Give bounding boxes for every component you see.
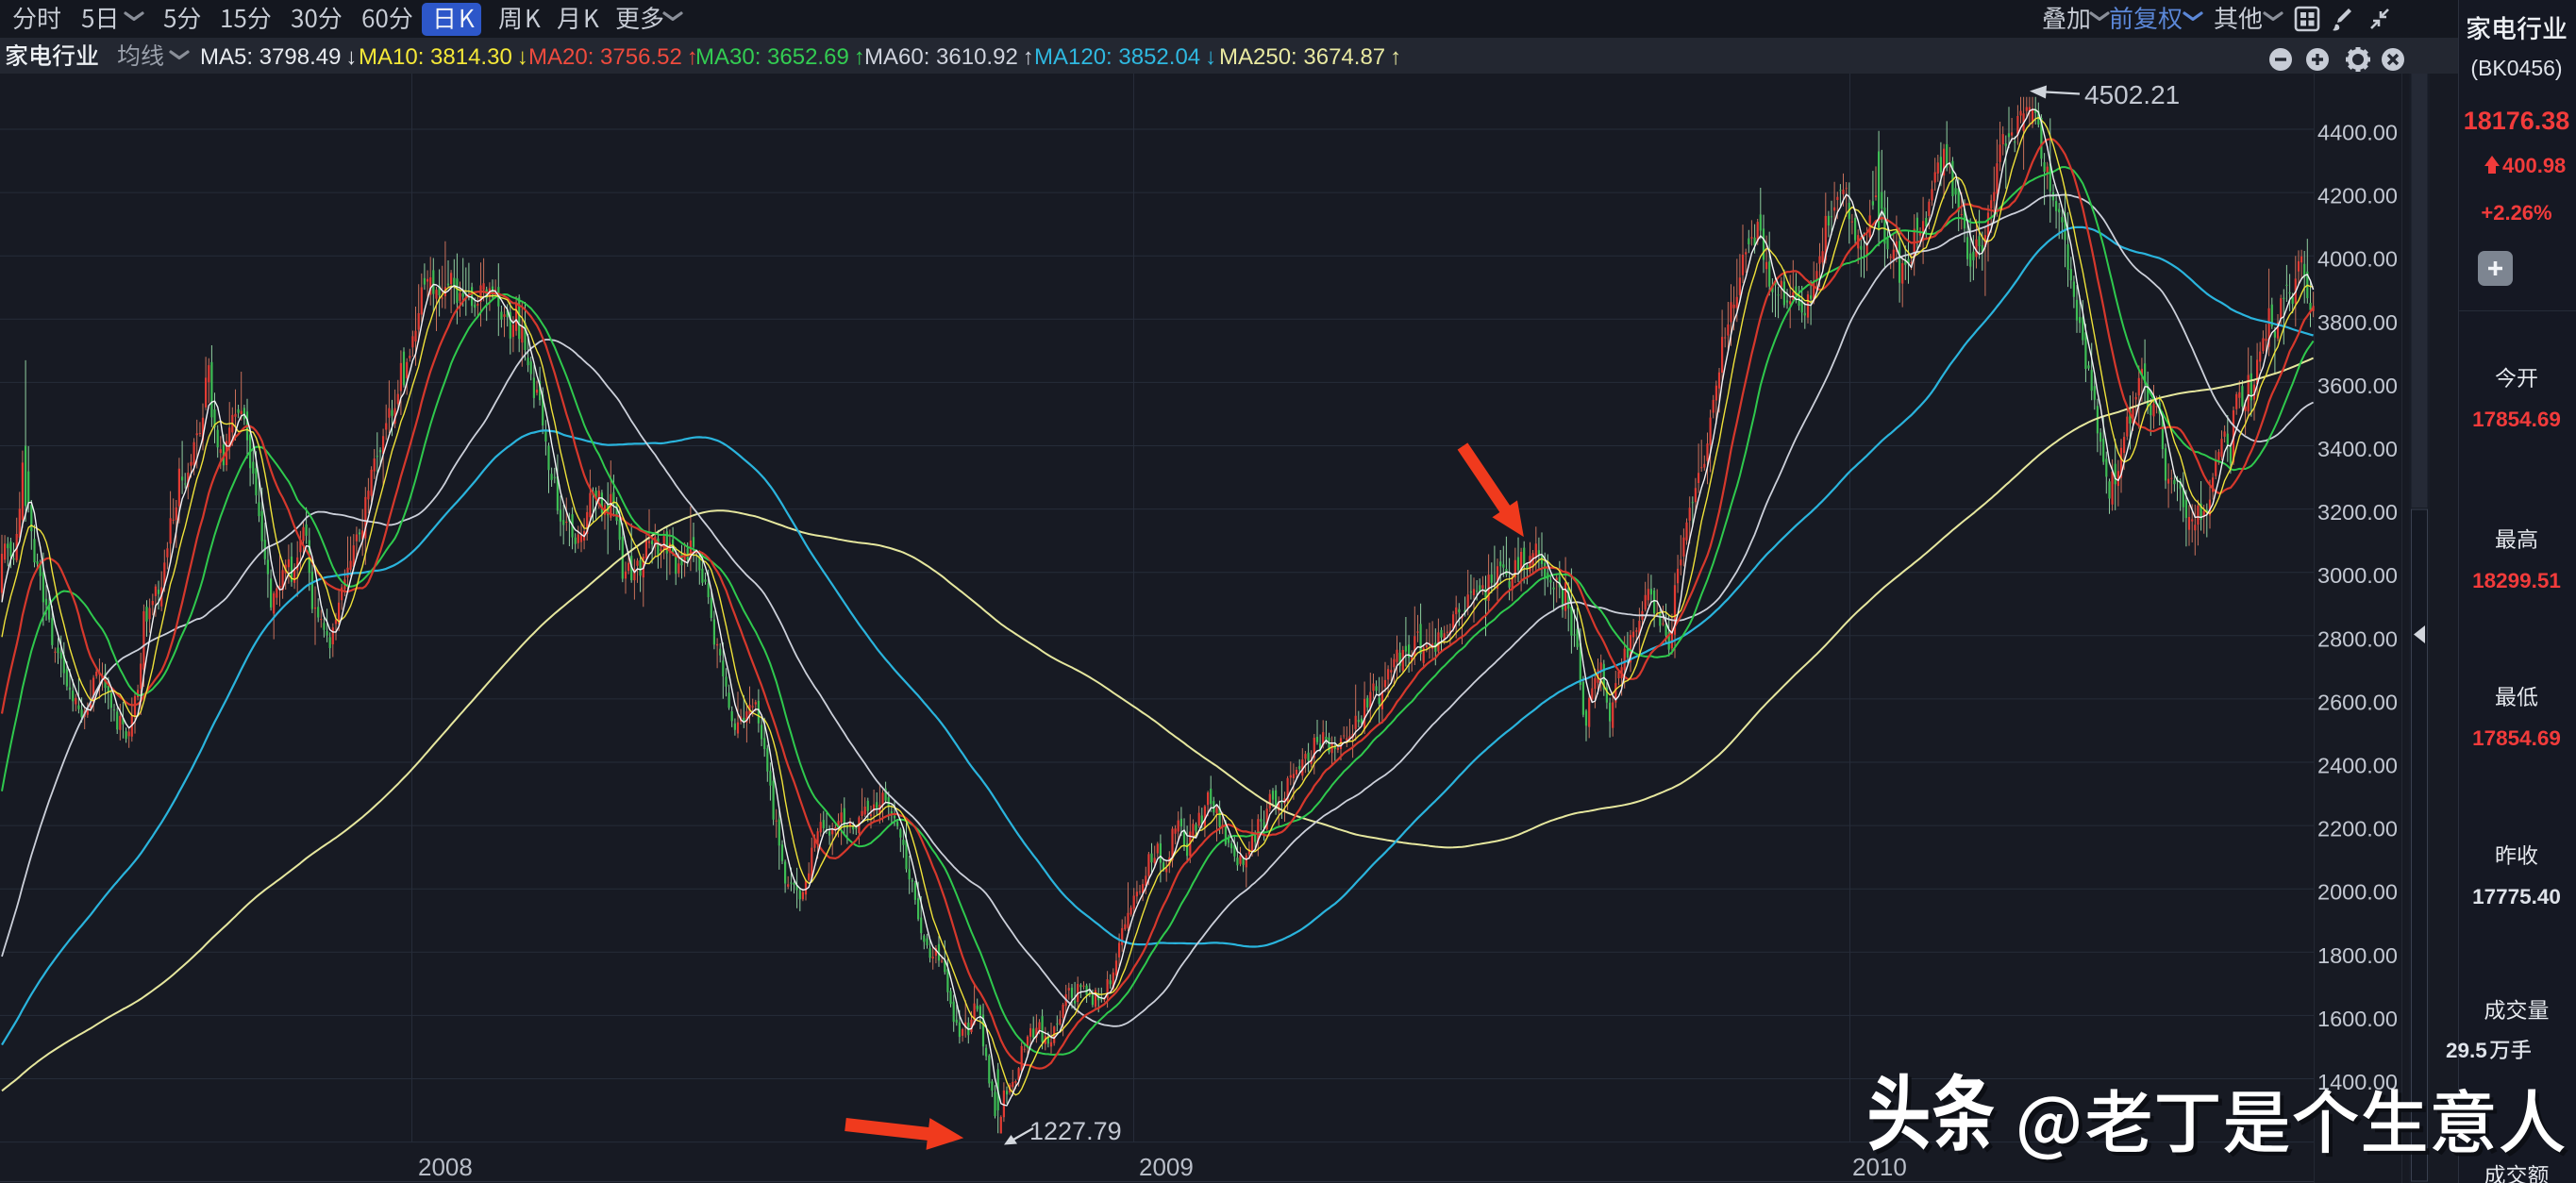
svg-text:MA10: 3814.30: MA10: 3814.30 — [359, 44, 512, 70]
svg-text:1400.00: 1400.00 — [2317, 1070, 2398, 1094]
svg-text:↑: ↑ — [854, 44, 865, 70]
svg-text:↑: ↑ — [687, 44, 698, 70]
svg-text:29.5: 29.5 — [2446, 1039, 2487, 1062]
svg-text:4200.00: 4200.00 — [2317, 184, 2398, 208]
svg-text:2800.00: 2800.00 — [2317, 626, 2398, 651]
svg-text:↓: ↓ — [517, 44, 528, 70]
svg-text:4400.00: 4400.00 — [2317, 121, 2398, 145]
svg-text:4000.00: 4000.00 — [2317, 247, 2398, 272]
svg-text:400.98: 400.98 — [2502, 154, 2566, 177]
svg-text:1227.79: 1227.79 — [1029, 1117, 1122, 1145]
svg-text:2400.00: 2400.00 — [2317, 754, 2398, 778]
svg-text:17775.40: 17775.40 — [2472, 885, 2561, 908]
svg-text:MA250: 3674.87: MA250: 3674.87 — [1219, 44, 1385, 70]
svg-text:17854.69: 17854.69 — [2472, 726, 2561, 750]
svg-text:↓: ↓ — [1205, 44, 1216, 70]
svg-text:2000.00: 2000.00 — [2317, 880, 2398, 905]
svg-text:MA30: 3652.69: MA30: 3652.69 — [695, 44, 849, 70]
svg-text:+2.26%: +2.26% — [2481, 201, 2551, 225]
svg-text:4502.21: 4502.21 — [2084, 80, 2180, 109]
svg-text:3000.00: 3000.00 — [2317, 563, 2398, 588]
svg-text:3200.00: 3200.00 — [2317, 500, 2398, 525]
svg-text:MA60: 3610.92: MA60: 3610.92 — [864, 44, 1018, 70]
svg-text:↓: ↓ — [345, 44, 357, 70]
svg-text:2600.00: 2600.00 — [2317, 690, 2398, 714]
svg-text:MA5: 3798.49: MA5: 3798.49 — [200, 44, 341, 70]
svg-text:(BK0456): (BK0456) — [2470, 56, 2562, 80]
svg-text:17854.69: 17854.69 — [2472, 408, 2561, 431]
svg-text:3400.00: 3400.00 — [2317, 437, 2398, 461]
svg-text:18176.38: 18176.38 — [2464, 107, 2570, 135]
svg-text:18299.51: 18299.51 — [2472, 569, 2561, 592]
svg-text:1600.00: 1600.00 — [2317, 1007, 2398, 1031]
svg-text:2010: 2010 — [1852, 1153, 1907, 1181]
svg-text:3800.00: 3800.00 — [2317, 310, 2398, 335]
svg-text:2008: 2008 — [418, 1153, 473, 1181]
svg-text:1800.00: 1800.00 — [2317, 943, 2398, 968]
svg-text:2009: 2009 — [1139, 1153, 1194, 1181]
svg-text:↑: ↑ — [1023, 44, 1034, 70]
svg-text:MA20: 3756.52: MA20: 3756.52 — [528, 44, 682, 70]
svg-text:2200.00: 2200.00 — [2317, 817, 2398, 841]
svg-text:3600.00: 3600.00 — [2317, 374, 2398, 398]
svg-text:↑: ↑ — [1390, 44, 1401, 70]
svg-text:MA120: 3852.04: MA120: 3852.04 — [1034, 44, 1200, 70]
